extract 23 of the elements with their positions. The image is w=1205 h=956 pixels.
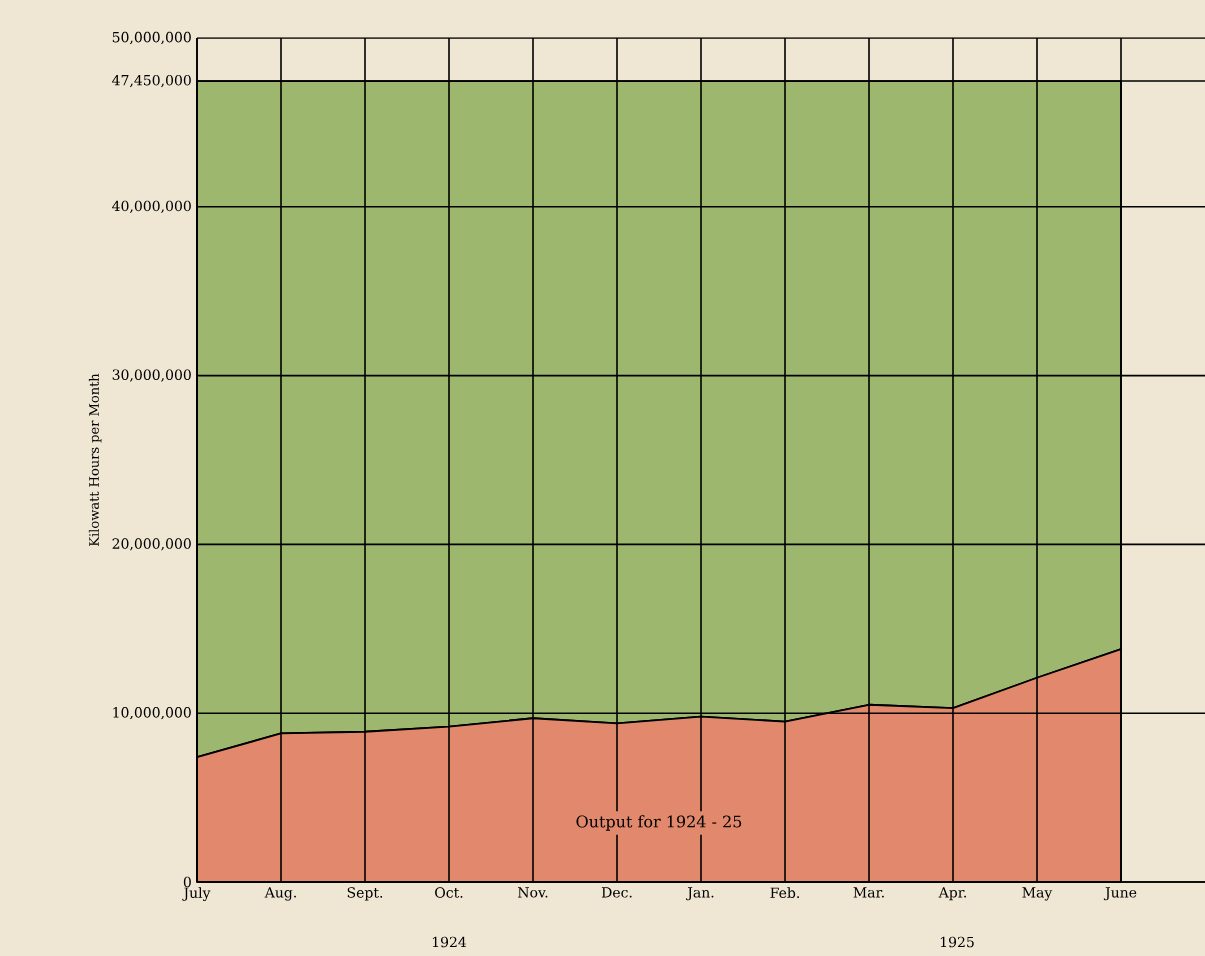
x-tick-label: May bbox=[1022, 887, 1053, 901]
y-tick-label: 20,000,000 bbox=[112, 538, 191, 551]
x-tick-label: Apr. bbox=[938, 887, 967, 901]
x-tick-label: Feb. bbox=[770, 887, 800, 899]
text: 1925 bbox=[940, 936, 974, 948]
x-tick-label: Oct. bbox=[435, 887, 463, 898]
x-tick-label: Mar. bbox=[853, 887, 884, 898]
text: 1924 bbox=[432, 936, 467, 948]
y-axis-title: Kilowatt Hours per Month bbox=[88, 373, 102, 546]
y-tick-label: 50,000,000 bbox=[112, 31, 191, 45]
series-label: Output for 1924 - 25 bbox=[576, 815, 742, 831]
y-tick-label: 0 bbox=[183, 876, 191, 888]
y-tick-label: 47,450,000 bbox=[112, 74, 191, 88]
y-tick-label: 40,000,000 bbox=[112, 200, 191, 213]
x-tick-label: July bbox=[182, 887, 211, 901]
x-tick-label: Sept. bbox=[347, 887, 383, 901]
x-tick-label: Jan. bbox=[686, 887, 714, 901]
x-tick-label: Nov. bbox=[518, 887, 548, 898]
x-tick-label: Aug. bbox=[264, 887, 296, 901]
x-tick-label: June bbox=[1103, 887, 1137, 901]
y-tick-label: 30,000,000 bbox=[112, 369, 191, 382]
x-tick-label: Dec. bbox=[601, 887, 632, 898]
y-tick-label: 10,000,000 bbox=[113, 707, 191, 720]
